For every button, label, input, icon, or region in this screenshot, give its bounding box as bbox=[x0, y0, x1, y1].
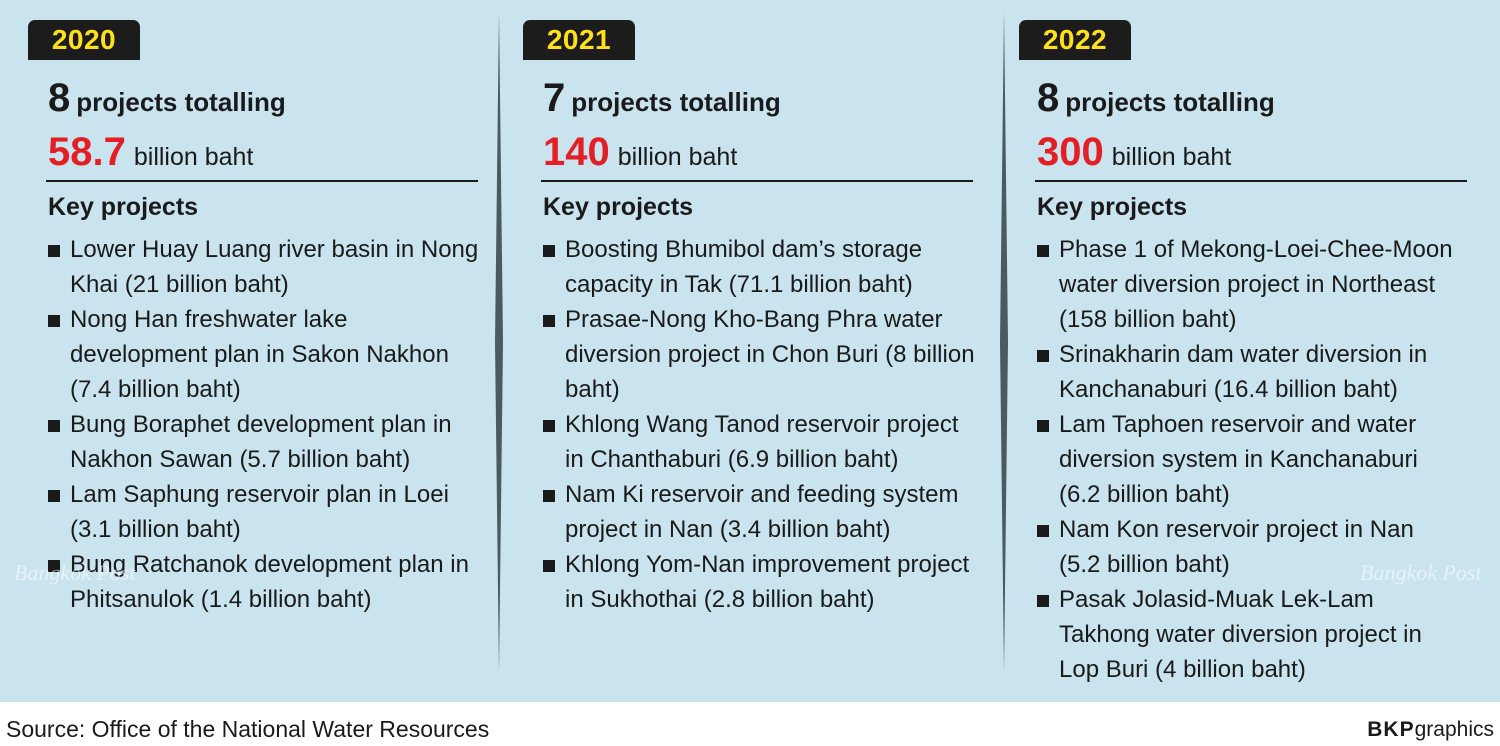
project-text: Nong Han freshwater lake development pla… bbox=[70, 306, 449, 403]
source-note: Source: Office of the National Water Res… bbox=[6, 716, 490, 742]
square-bullet-icon bbox=[543, 560, 555, 572]
square-bullet-icon bbox=[48, 315, 60, 327]
list-item: Lam Saphung reservoir plan in Loei (3.1 … bbox=[48, 477, 488, 547]
list-item: Bung Boraphet development plan in Nakhon… bbox=[48, 407, 488, 477]
project-count-headline: 8 projects totalling bbox=[48, 76, 286, 121]
total-amount: 300 billion baht bbox=[1037, 130, 1231, 175]
square-bullet-icon bbox=[48, 560, 60, 572]
year-badge: 2022 bbox=[1019, 20, 1131, 60]
section-rule bbox=[541, 180, 973, 182]
project-text: Khlong Wang Tanod reservoir project in C… bbox=[565, 411, 959, 473]
project-text: Pasak Jolasid-Muak Lek-Lam Takhong water… bbox=[1059, 586, 1422, 683]
key-projects-title: Key projects bbox=[1037, 193, 1188, 221]
square-bullet-icon bbox=[543, 315, 555, 327]
project-list: Lower Huay Luang river basin in Nong Kha… bbox=[48, 232, 488, 617]
project-count-headline: 7 projects totalling bbox=[543, 76, 781, 121]
list-item: Lam Taphoen reservoir and water diversio… bbox=[1037, 407, 1457, 512]
project-count-text: projects totalling bbox=[76, 87, 286, 117]
square-bullet-icon bbox=[48, 490, 60, 502]
square-bullet-icon bbox=[543, 245, 555, 257]
infographic-panel: 2020 8 projects totalling 58.7 billion bah… bbox=[0, 0, 1500, 702]
year-column-2022: 2022 8 projects totalling 300 billion baht… bbox=[1019, 0, 1477, 702]
year-badge: 2021 bbox=[523, 20, 635, 60]
list-item: Phase 1 of Mekong-Loei-Chee-Moon water d… bbox=[1037, 232, 1457, 337]
project-list: Phase 1 of Mekong-Loei-Chee-Moon water d… bbox=[1037, 232, 1457, 687]
amount-value: 58.7 bbox=[48, 130, 126, 174]
amount-value: 140 bbox=[543, 130, 610, 174]
project-text: Srinakharin dam water diversion in Kanch… bbox=[1059, 341, 1428, 403]
square-bullet-icon bbox=[1037, 420, 1049, 432]
project-count: 8 bbox=[1037, 76, 1060, 120]
project-text: Boosting Bhumibol dam’s storage capacity… bbox=[565, 236, 923, 298]
project-count-headline: 8 projects totalling bbox=[1037, 76, 1275, 121]
list-item: Nam Kon reservoir project in Nan (5.2 bi… bbox=[1037, 512, 1457, 582]
key-projects-title: Key projects bbox=[48, 193, 199, 221]
project-text: Lam Saphung reservoir plan in Loei (3.1 … bbox=[70, 481, 449, 543]
year-badge: 2020 bbox=[28, 20, 140, 60]
square-bullet-icon bbox=[1037, 350, 1049, 362]
list-item: Srinakharin dam water diversion in Kanch… bbox=[1037, 337, 1457, 407]
section-rule bbox=[1035, 180, 1467, 182]
project-text: Prasae-Nong Kho-Bang Phra water diversio… bbox=[565, 306, 975, 403]
project-text: Khlong Yom-Nan improvement project in Su… bbox=[565, 551, 970, 613]
year-column-2021: 2021 7 projects totalling 140 billion baht… bbox=[523, 0, 983, 702]
amount-unit: billion baht bbox=[133, 143, 254, 171]
project-text: Nam Ki reservoir and feeding system proj… bbox=[565, 481, 959, 543]
project-count-text: projects totalling bbox=[571, 87, 781, 117]
square-bullet-icon bbox=[543, 490, 555, 502]
project-count-text: projects totalling bbox=[1065, 87, 1275, 117]
credit-suffix: graphics bbox=[1414, 718, 1494, 741]
list-item: Bung Ratchanok development plan in Phits… bbox=[48, 547, 488, 617]
key-projects-title: Key projects bbox=[543, 193, 694, 221]
square-bullet-icon bbox=[1037, 525, 1049, 537]
list-item: Boosting Bhumibol dam’s storage capacity… bbox=[543, 232, 983, 302]
column-divider bbox=[999, 12, 1009, 672]
project-count: 7 bbox=[543, 76, 566, 120]
amount-unit: billion baht bbox=[617, 143, 738, 171]
column-divider bbox=[494, 12, 504, 672]
total-amount: 58.7 billion baht bbox=[48, 130, 253, 175]
square-bullet-icon bbox=[1037, 595, 1049, 607]
section-rule bbox=[46, 180, 478, 182]
project-text: Nam Kon reservoir project in Nan (5.2 bi… bbox=[1059, 516, 1414, 578]
list-item: Nam Ki reservoir and feeding system proj… bbox=[543, 477, 983, 547]
project-text: Lower Huay Luang river basin in Nong Kha… bbox=[70, 236, 479, 298]
project-text: Phase 1 of Mekong-Loei-Chee-Moon water d… bbox=[1059, 236, 1453, 333]
square-bullet-icon bbox=[543, 420, 555, 432]
amount-value: 300 bbox=[1037, 130, 1104, 174]
project-list: Boosting Bhumibol dam’s storage capacity… bbox=[543, 232, 983, 617]
list-item: Khlong Yom-Nan improvement project in Su… bbox=[543, 547, 983, 617]
total-amount: 140 billion baht bbox=[543, 130, 737, 175]
year-column-2020: 2020 8 projects totalling 58.7 billion bah… bbox=[28, 0, 488, 702]
list-item: Pasak Jolasid-Muak Lek-Lam Takhong water… bbox=[1037, 582, 1457, 687]
project-text: Bung Boraphet development plan in Nakhon… bbox=[70, 411, 452, 473]
project-text: Bung Ratchanok development plan in Phits… bbox=[70, 551, 469, 613]
credit-brand: BKP bbox=[1367, 718, 1415, 741]
square-bullet-icon bbox=[48, 245, 60, 257]
list-item: Prasae-Nong Kho-Bang Phra water diversio… bbox=[543, 302, 983, 407]
square-bullet-icon bbox=[1037, 245, 1049, 257]
list-item: Lower Huay Luang river basin in Nong Kha… bbox=[48, 232, 488, 302]
project-text: Lam Taphoen reservoir and water diversio… bbox=[1059, 411, 1418, 508]
graphics-credit: BKPgraphics bbox=[1367, 718, 1494, 742]
list-item: Nong Han freshwater lake development pla… bbox=[48, 302, 488, 407]
project-count: 8 bbox=[48, 76, 71, 120]
square-bullet-icon bbox=[48, 420, 60, 432]
amount-unit: billion baht bbox=[1111, 143, 1232, 171]
list-item: Khlong Wang Tanod reservoir project in C… bbox=[543, 407, 983, 477]
